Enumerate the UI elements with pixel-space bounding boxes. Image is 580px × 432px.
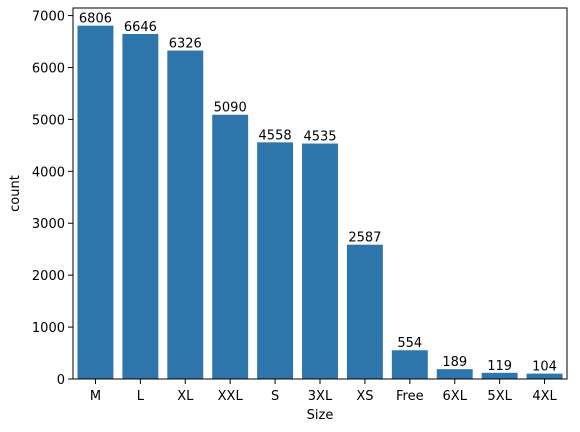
- x-tick-label: L: [137, 389, 145, 404]
- bar-xl: [167, 50, 204, 379]
- bar-xs: [346, 244, 383, 379]
- x-axis-ticks: M L XL XXL S 3XL XS Free 6XL 5XL 4XL: [90, 379, 558, 404]
- y-tick-label: 1000: [32, 321, 65, 336]
- bar-xxl: [212, 114, 249, 380]
- data-label-xs: 2587: [348, 231, 381, 246]
- bar-3xl: [302, 143, 338, 379]
- y-axis-label: count: [8, 175, 23, 212]
- x-tick-label: S: [271, 389, 279, 404]
- x-tick-label: XS: [356, 389, 373, 404]
- x-tick-label: 3XL: [308, 389, 333, 404]
- y-tick-label: 7000: [32, 10, 65, 25]
- bar-free: [391, 350, 428, 379]
- x-tick-label: M: [90, 389, 101, 404]
- x-tick-label: XL: [177, 389, 194, 404]
- x-tick-label: 6XL: [443, 389, 468, 404]
- data-label-5xl: 119: [487, 359, 512, 374]
- data-label-6xl: 189: [442, 355, 467, 370]
- bar-4xl: [526, 373, 563, 379]
- y-tick-label: 0: [57, 373, 65, 388]
- x-tick-label: Free: [396, 389, 424, 404]
- data-label-xxl: 5090: [214, 101, 247, 116]
- data-label-xl: 6326: [169, 37, 202, 52]
- x-axis-label: Size: [307, 408, 334, 423]
- bar-6xl: [436, 369, 473, 379]
- data-label-m: 6806: [79, 12, 112, 27]
- y-tick-label: 2000: [32, 269, 65, 284]
- bar-s: [257, 142, 294, 379]
- bar-m: [77, 25, 114, 380]
- data-labels-group: 6806 6646 6326 5090 4558 4535 2587 554 189 119 104: [79, 12, 557, 375]
- y-tick-label: 4000: [32, 165, 65, 180]
- data-label-3xl: 4535: [303, 130, 336, 145]
- x-tick-label: XXL: [218, 389, 244, 404]
- x-tick-label: 4XL: [532, 389, 557, 404]
- y-tick-label: 3000: [32, 217, 65, 232]
- data-label-free: 554: [397, 336, 422, 351]
- y-axis-ticks: 0 1000 2000 3000 4000 5000 6000 7000: [32, 10, 73, 388]
- data-label-l: 6646: [124, 20, 157, 35]
- bar-5xl: [481, 372, 518, 379]
- y-tick-label: 6000: [32, 61, 65, 76]
- bar-l: [122, 33, 159, 379]
- x-tick-label: 5XL: [487, 389, 512, 404]
- data-label-4xl: 104: [532, 360, 557, 375]
- y-tick-label: 5000: [32, 113, 65, 128]
- data-label-s: 4558: [259, 128, 292, 143]
- bars-group: [77, 25, 563, 380]
